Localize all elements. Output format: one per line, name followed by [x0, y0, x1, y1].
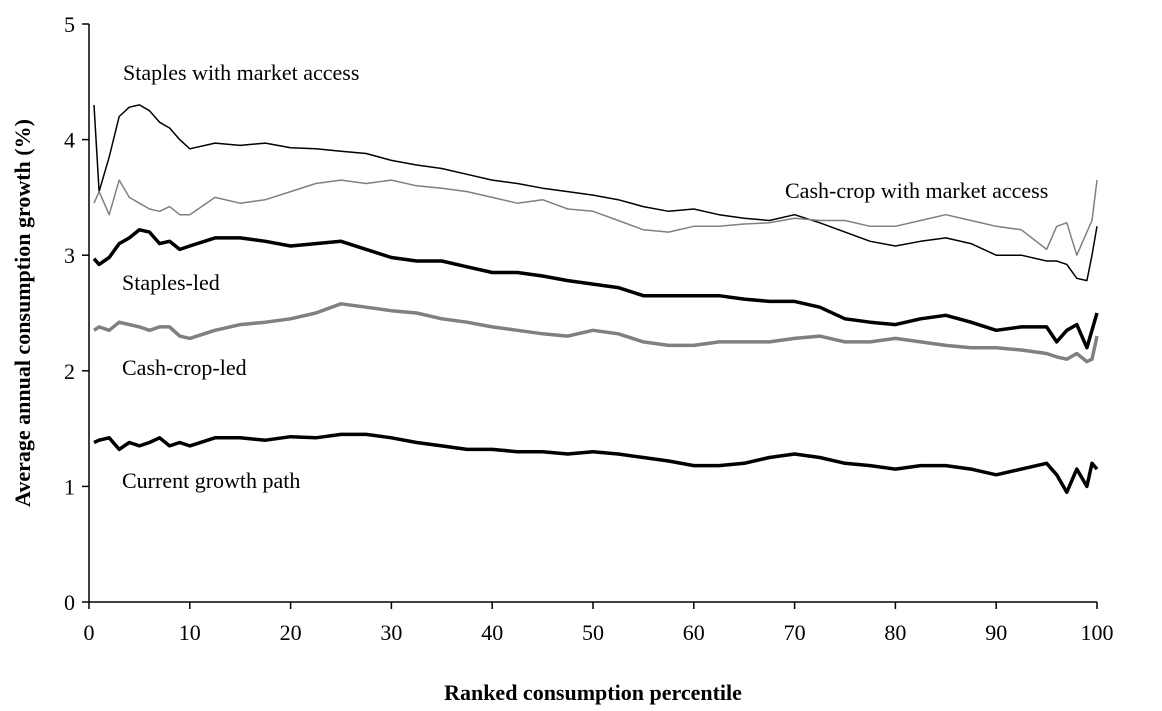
series-line: [93, 432, 1099, 494]
x-tick-label: 30: [380, 620, 402, 645]
x-tick-label: 10: [179, 620, 201, 645]
y-axis-title: Average annual consumption growth (%): [10, 119, 35, 507]
y-tick-label: 3: [64, 243, 75, 268]
x-tick-label: 60: [683, 620, 705, 645]
series-line: [93, 104, 1098, 282]
x-tick-label: 20: [280, 620, 302, 645]
y-tick-label: 5: [64, 12, 75, 37]
y-tick-label: 1: [64, 474, 75, 499]
y-tick-label: 2: [64, 359, 75, 384]
series-line: [92, 228, 1099, 350]
x-axis-title: Ranked consumption percentile: [444, 680, 742, 705]
series-label: Current growth path: [122, 468, 300, 493]
series-label: Cash-crop-led: [122, 355, 247, 380]
series-line: [93, 179, 1098, 256]
x-tick-label: 40: [481, 620, 503, 645]
x-tick-label: 80: [884, 620, 906, 645]
series-label: Staples with market access: [123, 60, 359, 85]
series-label: Staples-led: [122, 270, 220, 295]
x-tick-label: 50: [582, 620, 604, 645]
series-line: [93, 302, 1099, 364]
y-tick-label: 4: [64, 128, 75, 153]
x-tick-label: 70: [784, 620, 806, 645]
x-tick-label: 0: [84, 620, 95, 645]
y-tick-label: 0: [64, 590, 75, 615]
series-label: Cash-crop with market access: [785, 178, 1048, 203]
x-tick-label: 90: [985, 620, 1007, 645]
x-tick-label: 100: [1081, 620, 1114, 645]
